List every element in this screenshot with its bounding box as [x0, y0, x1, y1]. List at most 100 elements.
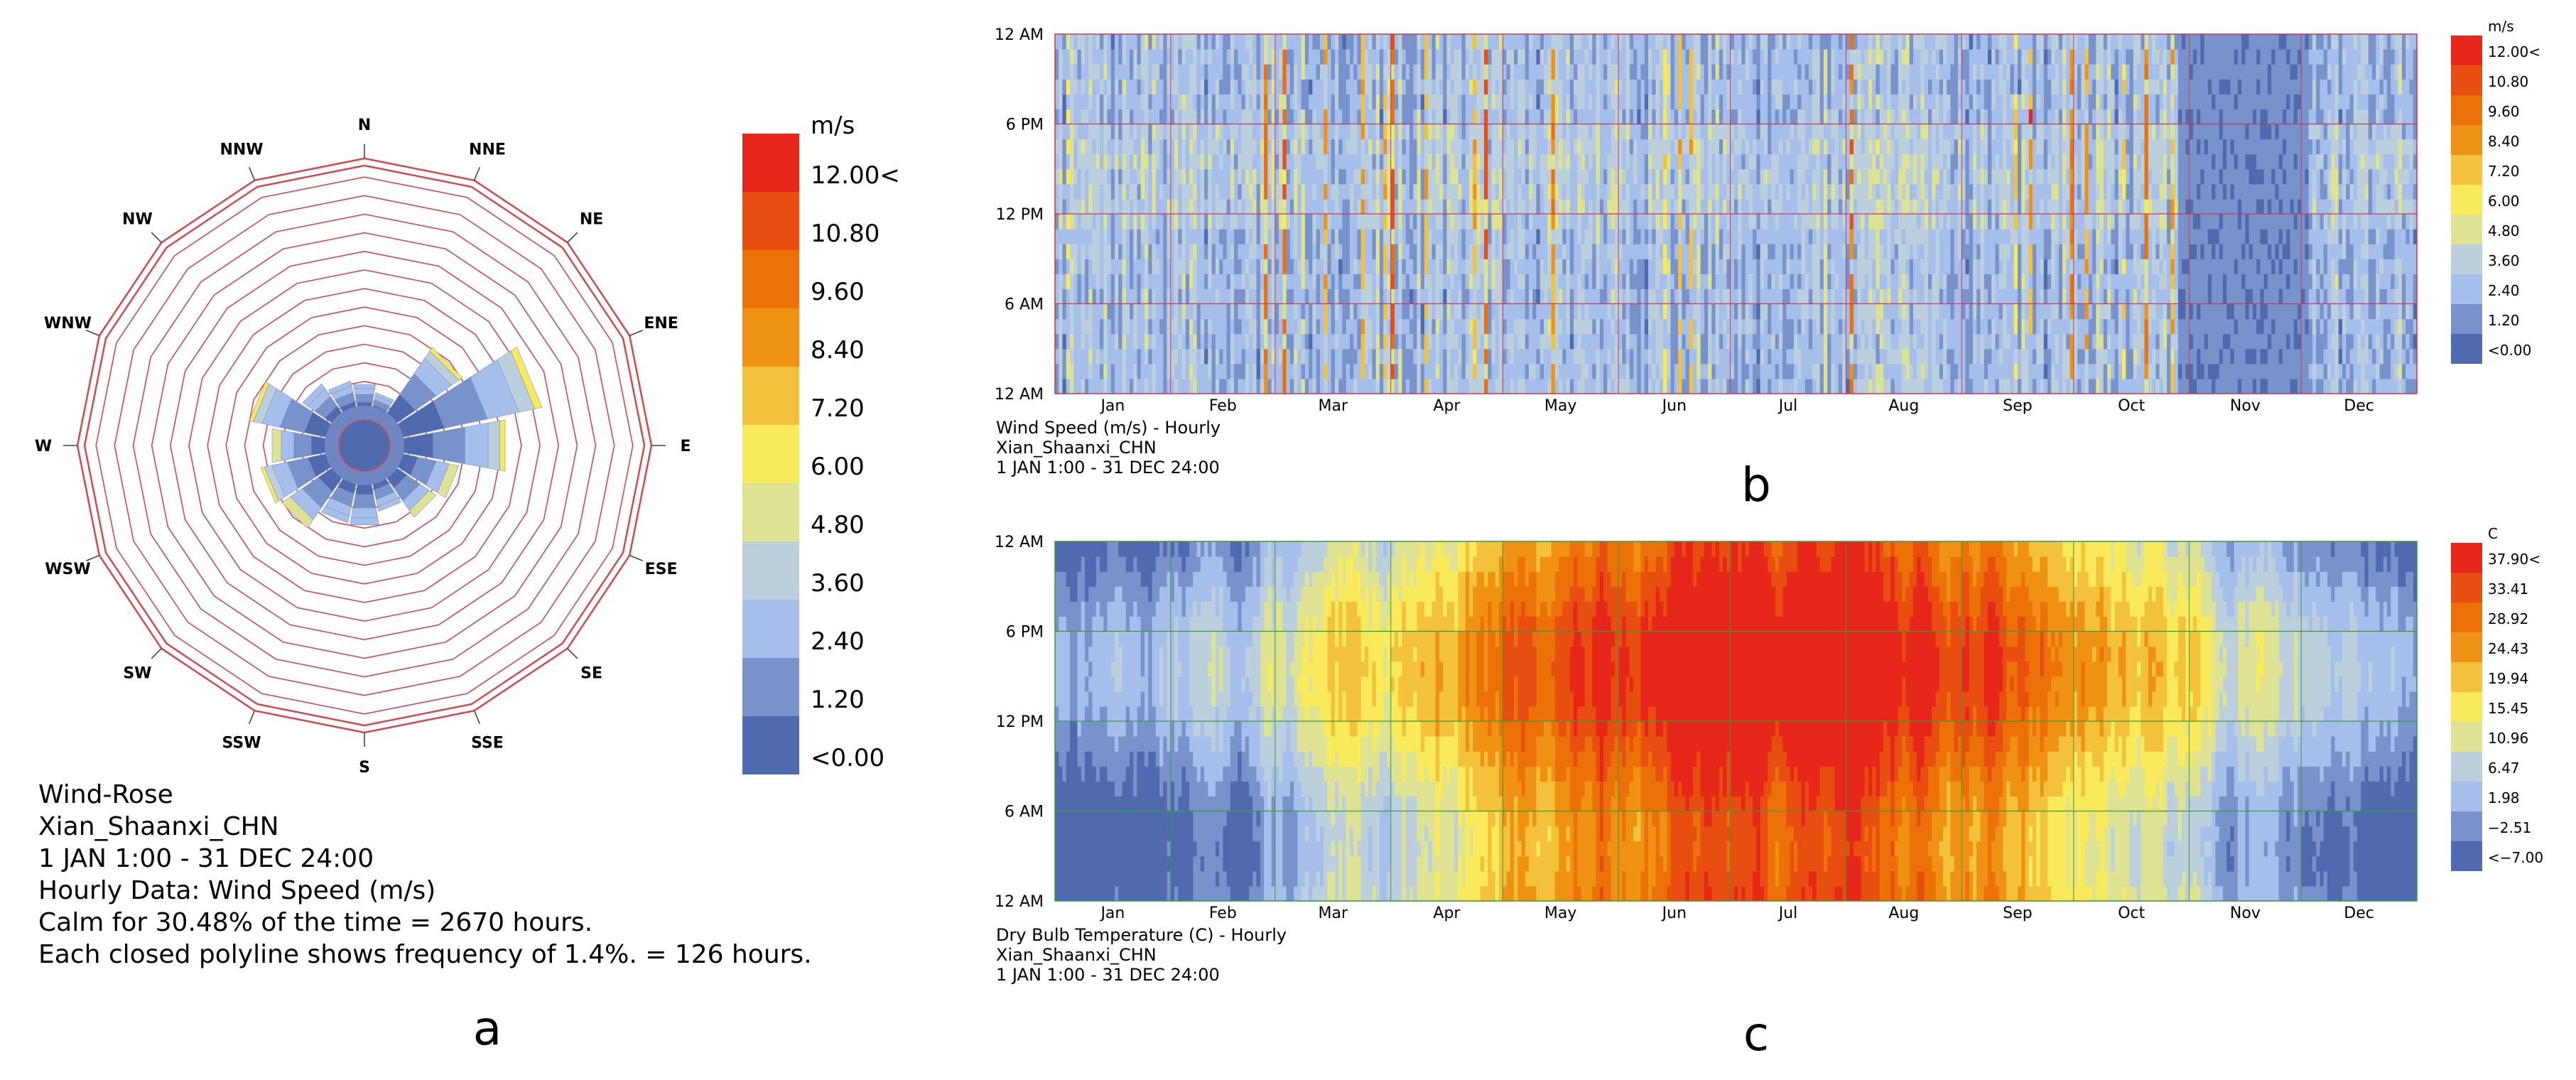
- heatmap-cell: [1726, 318, 1731, 335]
- heatmap-cell: [1670, 198, 1675, 215]
- heatmap-cell: [1413, 124, 1418, 140]
- heatmap-cell: [1790, 244, 1795, 259]
- heatmap-cell: [1130, 303, 1134, 320]
- heatmap-cell: [1622, 183, 1627, 200]
- heatmap-cell: [1465, 229, 1470, 244]
- heatmap-cell: [1360, 109, 1365, 125]
- heatmap-cell: [1196, 333, 1201, 350]
- heatmap-cell: [1622, 124, 1627, 140]
- heatmap-cell: [1327, 139, 1332, 155]
- heatmap-cell: [1450, 79, 1455, 94]
- heatmap-cell: [1443, 34, 1448, 50]
- heatmap-cell: [1405, 214, 1410, 230]
- heatmap-cell: [1488, 168, 1493, 185]
- heatmap-cell: [1417, 214, 1422, 230]
- heatmap-cell: [1424, 214, 1429, 230]
- heatmap-cell: [1256, 318, 1261, 335]
- heatmap-cell: [1640, 109, 1645, 125]
- heatmap-cell: [1338, 303, 1343, 320]
- heatmap-cell: [1327, 79, 1332, 94]
- heatmap-cell: [1495, 303, 1500, 320]
- heatmap-cell: [1085, 34, 1089, 50]
- heatmap-cell: [1730, 274, 1735, 290]
- heatmap-cell: [1704, 79, 1709, 94]
- heatmap-cell: [1174, 168, 1179, 185]
- heatmap-cell: [1506, 363, 1511, 379]
- heatmap-cell: [1510, 109, 1515, 125]
- heatmap-cell: [1693, 363, 1697, 379]
- legend-label: 8.40: [811, 336, 865, 364]
- heatmap-cell: [1174, 79, 1179, 94]
- heatmap-cell: [1756, 363, 1761, 379]
- heatmap-cell: [1797, 259, 1802, 274]
- heatmap-cell: [1483, 274, 1488, 290]
- heatmap-cell: [1152, 168, 1157, 185]
- heatmap-cell: [1488, 318, 1493, 335]
- heatmap-cell: [1539, 168, 1544, 185]
- heatmap-cell: [1768, 153, 1772, 170]
- heatmap-cell: [1387, 318, 1392, 335]
- heatmap-cell: [1521, 214, 1526, 230]
- heatmap-cell: [1544, 333, 1548, 350]
- heatmap-cell: [1682, 49, 1687, 65]
- heatmap-cell: [1622, 94, 1627, 110]
- heatmap-cell: [1778, 288, 1783, 305]
- heatmap-cell: [1245, 229, 1250, 244]
- heatmap-cell: [1282, 288, 1287, 305]
- heatmap-cell: [1584, 333, 1589, 350]
- heatmap-cell: [1443, 79, 1448, 94]
- heatmap-cell: [1390, 288, 1395, 305]
- heatmap-cell: [1379, 333, 1384, 350]
- heatmap-cell: [1622, 214, 1627, 230]
- heatmap-cell: [1682, 333, 1687, 350]
- heatmap-cell: [1282, 244, 1287, 259]
- heatmap-cell: [1155, 259, 1160, 274]
- direction-tick: [151, 232, 162, 243]
- heatmap-cell: [1771, 198, 1776, 215]
- heatmap-cell: [1574, 303, 1578, 320]
- heatmap-cell: [1402, 168, 1407, 185]
- heatmap-cell: [1529, 49, 1533, 65]
- heatmap-cell: [1693, 124, 1697, 140]
- heatmap-cell: [1125, 303, 1130, 320]
- heatmap-cell: [1443, 303, 1448, 320]
- heatmap-cell: [1797, 79, 1802, 94]
- heatmap-cell: [1110, 183, 1115, 200]
- heatmap-cell: [1685, 378, 1690, 394]
- heatmap-cell: [1525, 363, 1530, 379]
- heatmap-cell: [1793, 288, 1798, 305]
- heatmap-cell: [1801, 378, 1806, 394]
- heatmap-cell: [1256, 64, 1261, 80]
- heatmap-cell: [1670, 363, 1675, 379]
- heatmap-cell: [1387, 214, 1392, 230]
- heatmap-cell: [1667, 34, 1672, 50]
- heatmap-cell: [1387, 348, 1392, 364]
- heatmap-cell: [1413, 259, 1418, 274]
- heatmap-cell: [1768, 214, 1772, 230]
- heatmap-cell: [1529, 79, 1533, 94]
- heatmap-cell: [1409, 124, 1414, 140]
- heatmap-cell: [1245, 333, 1250, 350]
- heatmap-cell: [1525, 244, 1530, 259]
- heatmap-cell: [1495, 139, 1500, 155]
- heatmap-cell: [1763, 168, 1768, 185]
- heatmap-cell: [1775, 64, 1780, 80]
- heatmap-cell: [1663, 244, 1667, 259]
- heatmap-cell: [1525, 94, 1530, 110]
- heatmap-cell: [1100, 198, 1104, 215]
- heatmap-cell: [1775, 109, 1780, 125]
- heatmap-cell: [1491, 244, 1496, 259]
- heatmap-cell: [1693, 214, 1697, 230]
- heatmap-cell: [1804, 303, 1809, 320]
- heatmap-cell: [1574, 214, 1578, 230]
- heatmap-cell: [1517, 198, 1522, 215]
- heatmap-cell: [1234, 259, 1238, 274]
- heatmap-cell: [1741, 274, 1746, 290]
- heatmap-cell: [1402, 153, 1407, 170]
- heatmap-cell: [1678, 183, 1682, 200]
- heatmap-cell: [1655, 348, 1660, 364]
- heatmap-cell: [1324, 198, 1328, 215]
- heatmap-cell: [1178, 94, 1183, 110]
- heatmap-cell: [1554, 109, 1559, 125]
